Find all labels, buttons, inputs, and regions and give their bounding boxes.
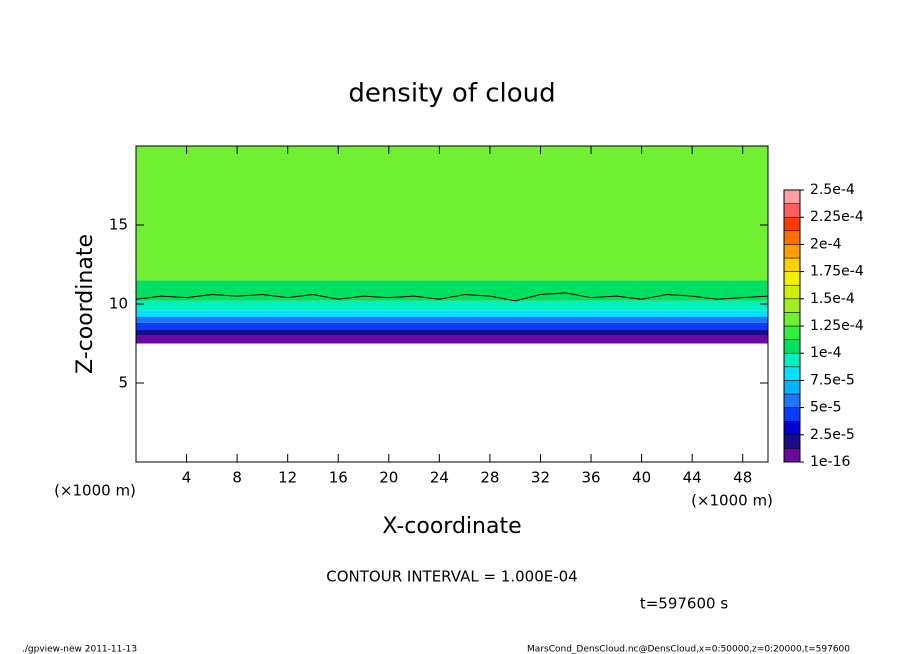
- density-band: [136, 335, 768, 344]
- density-band: [136, 322, 768, 330]
- colorbar-swatch: [783, 284, 801, 300]
- colorbar-swatch: [783, 189, 801, 204]
- x-tick-label: 24: [430, 469, 449, 487]
- x-tick-label: 16: [329, 469, 348, 487]
- density-band: [136, 310, 768, 317]
- colorbar-tick-label: 5e-5: [810, 400, 841, 416]
- x-unit: (×1000 m): [54, 482, 136, 500]
- colorbar-tick-label: 1.25e-4: [810, 318, 864, 334]
- colorbar-swatch: [783, 298, 801, 313]
- colorbar-tick-label: 1.75e-4: [810, 264, 864, 280]
- y-tick-label: 15: [109, 216, 128, 234]
- x-axis-label: X-coordinate: [382, 514, 521, 539]
- x-tick-label: 8: [232, 469, 242, 487]
- footer-left: ./gpview-new 2011-11-13: [22, 645, 137, 654]
- colorbar-tick-label: 1.5e-4: [810, 291, 855, 307]
- colorbar-swatch: [783, 420, 801, 436]
- colorbar-swatch: [783, 271, 801, 286]
- contour-interval: CONTOUR INTERVAL = 1.000E-04: [326, 568, 577, 586]
- x-unit: (×1000 m): [691, 492, 773, 510]
- colorbar-tick-label: 2e-4: [810, 236, 842, 252]
- colorbar-swatch: [783, 366, 801, 381]
- colorbar-swatch: [783, 257, 801, 272]
- colorbar-tick-label: 1e-4: [810, 345, 842, 361]
- colorbar-swatch: [783, 312, 801, 327]
- x-tick-label: 28: [480, 469, 499, 487]
- colorbar-swatch: [783, 448, 801, 463]
- colorbar-swatch: [783, 203, 801, 218]
- x-tick-label: 40: [632, 469, 651, 487]
- colorbar-swatch: [783, 325, 801, 340]
- time-label: t=597600 s: [640, 595, 728, 613]
- colorbar-swatch: [783, 352, 801, 368]
- colorbar-tick-label: 1e-16: [810, 454, 850, 470]
- x-tick-label: 12: [278, 469, 297, 487]
- x-tick-label: 20: [379, 469, 398, 487]
- y-axis-label: Z-coordinate: [73, 234, 98, 374]
- density-band: [136, 329, 768, 336]
- colorbar-tick-label: 2.5e-4: [810, 182, 855, 198]
- x-tick-label: 4: [182, 469, 192, 487]
- y-tick-label: 5: [118, 374, 128, 392]
- x-tick-label: 36: [581, 469, 600, 487]
- footer-right: MarsCond_DensCloud.nc@DensCloud,x=0:5000…: [527, 645, 850, 654]
- x-tick-label: 48: [733, 469, 752, 487]
- density-band: [136, 316, 768, 323]
- density-band: [136, 280, 768, 301]
- density-band: [136, 300, 768, 311]
- chart-title: density of cloud: [348, 79, 555, 109]
- colorbar-swatch: [783, 230, 801, 245]
- colorbar-swatch: [783, 244, 801, 259]
- colorbar-swatch: [783, 407, 801, 422]
- colorbar-tick-label: 2.25e-4: [810, 209, 864, 225]
- colorbar-swatch: [783, 434, 801, 449]
- colorbar-tick-label: 2.5e-5: [810, 427, 855, 443]
- y-tick-label: 10: [109, 295, 128, 313]
- colorbar-swatch: [783, 339, 801, 354]
- colorbar-tick-label: 7.5e-5: [810, 372, 855, 388]
- contour-line: [135, 292, 769, 302]
- x-tick-label: 32: [531, 469, 550, 487]
- colorbar-swatch: [783, 393, 801, 408]
- density-band: [136, 146, 768, 281]
- x-tick-label: 44: [683, 469, 702, 487]
- colorbar-swatch: [783, 380, 801, 395]
- colorbar-swatch: [783, 216, 801, 232]
